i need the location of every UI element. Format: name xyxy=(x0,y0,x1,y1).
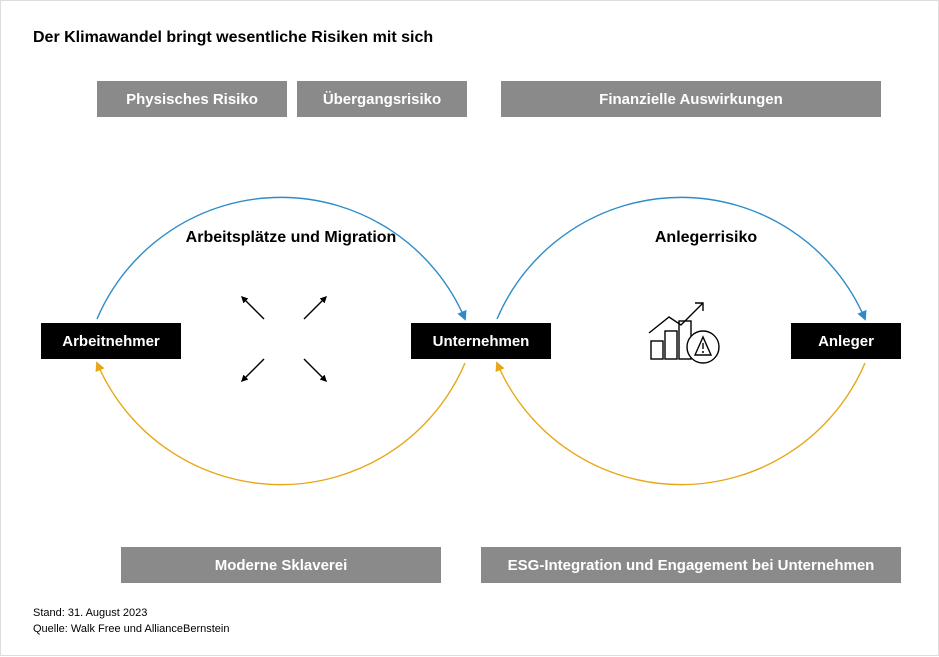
box-transition-risk: Übergangsrisiko xyxy=(297,81,467,117)
cross-arrows-icon xyxy=(242,297,326,381)
node-investors: Anleger xyxy=(791,323,901,359)
arc-top-left xyxy=(97,197,465,319)
box-physical-risk: Physisches Risiko xyxy=(97,81,287,117)
node-workers: Arbeitnehmer xyxy=(41,323,181,359)
box-financial-impact: Finanzielle Auswirkungen xyxy=(501,81,881,117)
arc-top-right xyxy=(497,197,865,319)
node-companies: Unternehmen xyxy=(411,323,551,359)
label-investor-risk: Anlegerrisiko xyxy=(591,229,821,247)
arc-bottom-left xyxy=(97,363,465,485)
footer-date: Stand: 31. August 2023 xyxy=(33,607,147,619)
box-modern-slavery: Moderne Sklaverei xyxy=(121,547,441,583)
label-jobs-migration: Arbeitsplätze und Migration xyxy=(151,229,431,247)
box-esg-integration: ESG-Integration und Engagement bei Unter… xyxy=(481,547,901,583)
arc-bottom-right xyxy=(497,363,865,485)
chart-warning-icon xyxy=(649,303,719,363)
page-title: Der Klimawandel bringt wesentliche Risik… xyxy=(33,29,433,47)
footer-source: Quelle: Walk Free und AllianceBernstein xyxy=(33,623,229,635)
